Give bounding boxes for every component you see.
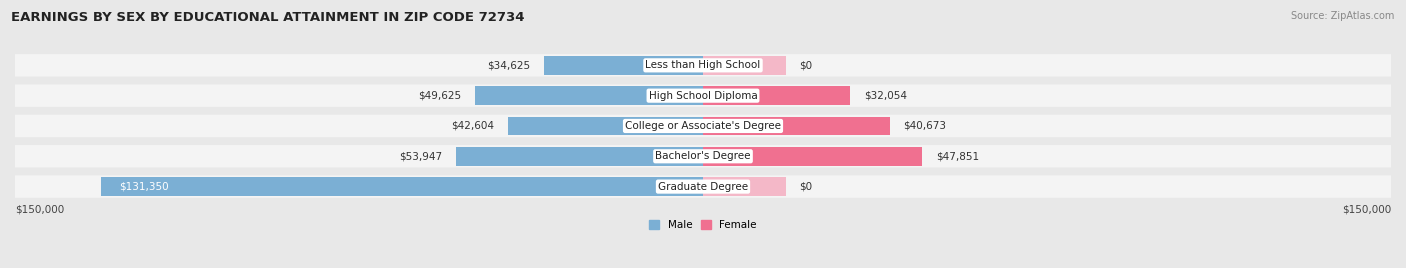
FancyBboxPatch shape xyxy=(15,115,1391,137)
Text: $53,947: $53,947 xyxy=(399,151,441,161)
Bar xyxy=(703,117,890,135)
Bar xyxy=(101,177,703,196)
FancyBboxPatch shape xyxy=(15,175,1391,198)
FancyBboxPatch shape xyxy=(15,145,1391,168)
Text: $32,054: $32,054 xyxy=(863,91,907,101)
Text: $0: $0 xyxy=(800,60,813,70)
Text: $150,000: $150,000 xyxy=(1341,204,1391,214)
Text: High School Diploma: High School Diploma xyxy=(648,91,758,101)
Text: Source: ZipAtlas.com: Source: ZipAtlas.com xyxy=(1291,11,1395,21)
Bar xyxy=(703,147,922,166)
Text: $34,625: $34,625 xyxy=(488,60,530,70)
Bar xyxy=(508,117,703,135)
Bar xyxy=(475,86,703,105)
Text: $150,000: $150,000 xyxy=(15,204,65,214)
Text: Less than High School: Less than High School xyxy=(645,60,761,70)
FancyBboxPatch shape xyxy=(15,54,1391,77)
Text: $131,350: $131,350 xyxy=(120,182,169,192)
Text: EARNINGS BY SEX BY EDUCATIONAL ATTAINMENT IN ZIP CODE 72734: EARNINGS BY SEX BY EDUCATIONAL ATTAINMEN… xyxy=(11,11,524,24)
Bar xyxy=(703,56,786,75)
Text: Bachelor's Degree: Bachelor's Degree xyxy=(655,151,751,161)
Text: $0: $0 xyxy=(800,182,813,192)
Bar xyxy=(703,86,851,105)
Text: $42,604: $42,604 xyxy=(451,121,494,131)
Bar xyxy=(456,147,703,166)
Bar xyxy=(544,56,703,75)
Text: $49,625: $49,625 xyxy=(419,91,461,101)
Text: $47,851: $47,851 xyxy=(936,151,980,161)
Bar xyxy=(703,177,786,196)
FancyBboxPatch shape xyxy=(15,84,1391,107)
Text: $40,673: $40,673 xyxy=(903,121,946,131)
Text: College or Associate's Degree: College or Associate's Degree xyxy=(626,121,780,131)
Legend: Male, Female: Male, Female xyxy=(645,216,761,234)
Text: Graduate Degree: Graduate Degree xyxy=(658,182,748,192)
